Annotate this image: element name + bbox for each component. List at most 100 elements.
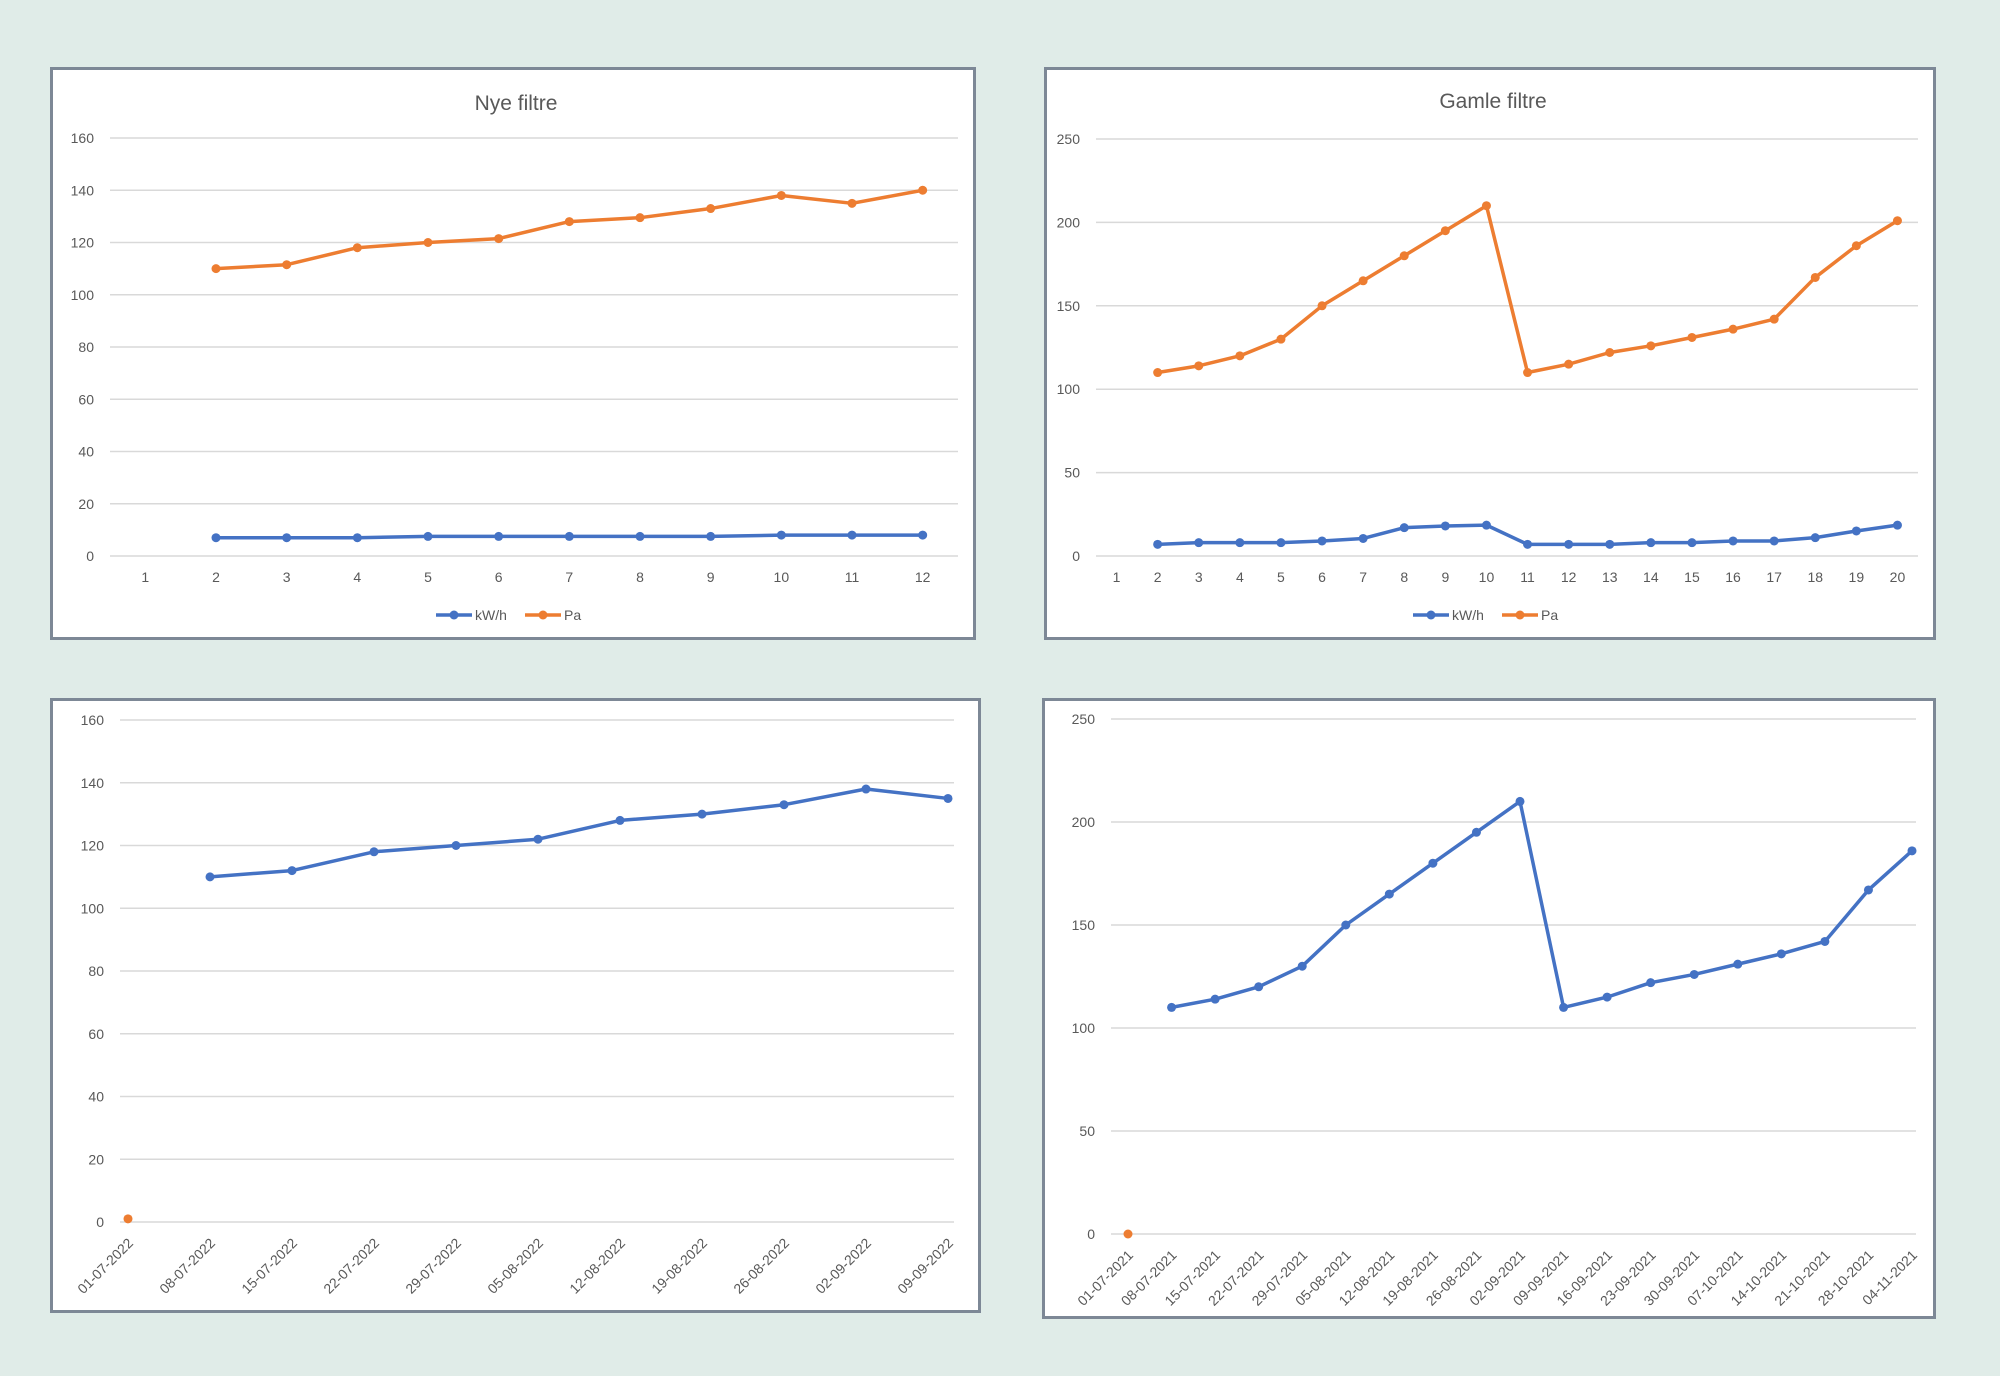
data-point bbox=[533, 834, 543, 844]
y-tick-label: 150 bbox=[1057, 298, 1081, 314]
y-tick-label: 160 bbox=[81, 712, 105, 728]
x-tick-label: 8 bbox=[1400, 569, 1408, 585]
x-tick-label: 01-07-2022 bbox=[74, 1235, 136, 1297]
x-tick-label: 05-08-2022 bbox=[484, 1235, 546, 1297]
data-point bbox=[706, 204, 716, 214]
x-tick-label: 13 bbox=[1602, 569, 1618, 585]
data-point bbox=[1646, 341, 1656, 351]
y-tick-label: 0 bbox=[96, 1214, 104, 1230]
y-tick-label: 200 bbox=[1072, 814, 1096, 830]
x-tick-label: 12 bbox=[1561, 569, 1577, 585]
data-point bbox=[697, 809, 707, 819]
data-point bbox=[1428, 858, 1438, 868]
data-point bbox=[1810, 533, 1820, 543]
y-tick-label: 250 bbox=[1072, 711, 1096, 727]
chart-title: Nye filtre bbox=[475, 92, 558, 115]
data-point bbox=[1399, 523, 1409, 533]
y-tick-label: 100 bbox=[71, 287, 95, 303]
data-point bbox=[1297, 961, 1307, 971]
data-point bbox=[1440, 226, 1450, 236]
y-tick-label: 160 bbox=[71, 130, 95, 146]
data-point bbox=[1167, 1002, 1177, 1012]
data-point bbox=[423, 238, 433, 247]
data-point bbox=[1210, 994, 1220, 1004]
data-point bbox=[282, 533, 292, 543]
data-point bbox=[1776, 949, 1786, 959]
legend-label: kW/h bbox=[1452, 607, 1484, 623]
chart-svg: 05010015020025001-07-202108-07-202115-07… bbox=[1072, 711, 1921, 1309]
x-tick-label: 8 bbox=[636, 569, 644, 585]
data-point bbox=[1358, 533, 1368, 543]
data-point bbox=[211, 264, 221, 274]
x-tick-label: 4 bbox=[353, 569, 361, 585]
data-point bbox=[776, 530, 786, 540]
data-point bbox=[615, 815, 625, 825]
y-tick-label: 60 bbox=[88, 1026, 104, 1042]
data-point bbox=[1471, 827, 1481, 837]
data-point bbox=[423, 531, 433, 541]
chart-2022-timeline: 0 20 40 60 80 100 120 140 160 01-07-2022 08-07-202… bbox=[50, 698, 981, 1313]
y-tick-label: 0 bbox=[1072, 548, 1080, 564]
data-point bbox=[776, 190, 786, 200]
chart-title: Gamle filtre bbox=[1439, 90, 1546, 113]
y-tick-label: 100 bbox=[81, 900, 105, 916]
data-point bbox=[1194, 538, 1204, 548]
x-tick-label: 20 bbox=[1890, 569, 1906, 585]
legend-label: kW/h bbox=[475, 607, 507, 623]
data-point bbox=[1399, 251, 1409, 261]
data-point bbox=[352, 533, 362, 543]
data-point bbox=[369, 847, 379, 857]
y-tick-label: 50 bbox=[1079, 1123, 1095, 1139]
data-point bbox=[1892, 216, 1902, 226]
legend-marker bbox=[1426, 610, 1436, 620]
x-tick-label: 12 bbox=[915, 569, 931, 585]
data-point bbox=[1235, 538, 1245, 548]
series-line-series1 bbox=[209, 787, 949, 879]
y-tick-label: 140 bbox=[71, 182, 95, 198]
y-tick-label: 0 bbox=[1087, 1226, 1095, 1242]
legend-label: Pa bbox=[564, 607, 581, 623]
data-point bbox=[1851, 241, 1861, 251]
data-point bbox=[282, 260, 292, 270]
data-point bbox=[861, 784, 871, 794]
x-tick-label: 17 bbox=[1766, 569, 1782, 585]
data-point bbox=[918, 530, 928, 540]
data-point bbox=[1317, 536, 1327, 546]
data-point bbox=[635, 531, 645, 541]
x-tick-label: 9 bbox=[707, 569, 715, 585]
y-tick-label: 100 bbox=[1072, 1020, 1096, 1036]
data-point bbox=[1481, 520, 1491, 530]
legend-marker bbox=[1515, 610, 1525, 620]
chart-gamle-filtre: Gamle filtre 0 50 100 150 200 250 1 2 3 4 5 6 7 8 9 10 11… bbox=[1044, 67, 1936, 640]
x-tick-label: 4 bbox=[1236, 569, 1244, 585]
y-tick-label: 120 bbox=[81, 838, 105, 854]
x-tick-label: 16 bbox=[1725, 569, 1741, 585]
x-tick-label: 7 bbox=[565, 569, 573, 585]
data-point bbox=[1892, 520, 1902, 530]
data-point bbox=[1235, 351, 1245, 361]
data-point bbox=[1276, 538, 1286, 548]
data-point bbox=[1523, 539, 1533, 549]
data-point bbox=[1602, 992, 1612, 1002]
data-point bbox=[706, 531, 716, 541]
data-point bbox=[1728, 324, 1738, 334]
data-point bbox=[1769, 314, 1779, 324]
x-tick-label: 5 bbox=[1277, 569, 1285, 585]
data-point bbox=[847, 198, 857, 208]
data-point bbox=[1358, 276, 1368, 286]
y-tick-label: 40 bbox=[88, 1089, 104, 1105]
data-point bbox=[779, 800, 789, 810]
x-tick-label: 11 bbox=[845, 569, 860, 585]
data-point bbox=[1687, 538, 1697, 548]
y-tick-label: 80 bbox=[88, 963, 104, 979]
x-tick-label: 3 bbox=[283, 569, 291, 585]
legend-marker bbox=[449, 610, 459, 620]
data-point bbox=[1523, 368, 1533, 378]
data-point bbox=[1153, 539, 1163, 549]
data-point bbox=[211, 533, 221, 543]
data-point bbox=[1646, 978, 1656, 988]
data-point bbox=[287, 866, 297, 876]
data-point bbox=[1605, 539, 1615, 549]
x-tick-label: 1 bbox=[141, 569, 149, 585]
y-tick-label: 20 bbox=[78, 496, 94, 512]
